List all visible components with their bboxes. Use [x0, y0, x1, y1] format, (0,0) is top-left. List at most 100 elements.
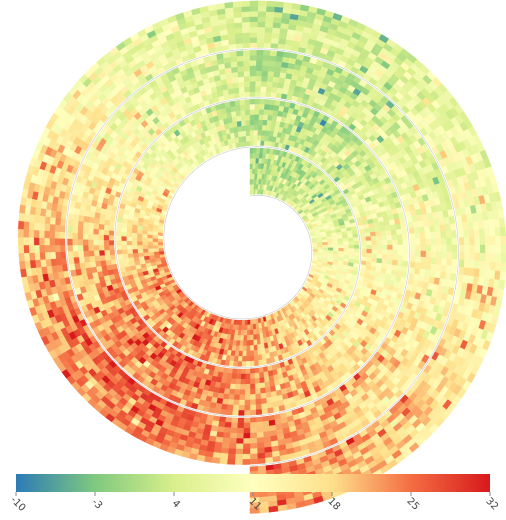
spiral-cell: [238, 81, 245, 88]
spiral-cell: [218, 415, 227, 423]
spiral-cell: [261, 408, 268, 415]
spiral-cell: [82, 221, 89, 229]
spiral-cell: [291, 3, 302, 11]
spiral-cell: [244, 378, 251, 385]
spiral-cell: [131, 236, 138, 242]
spiral-cell: [152, 244, 159, 249]
spiral-cell: [249, 37, 258, 43]
spiral-cell: [103, 239, 110, 246]
spiral-cell: [255, 80, 262, 87]
spiral-cell: [268, 60, 277, 67]
spiral-cell: [137, 252, 144, 257]
spiral-cell: [231, 417, 239, 424]
spiral-cell: [60, 211, 67, 220]
spiral-cell: [142, 244, 149, 249]
spiral-cell: [316, 239, 323, 243]
spiral-cell: [243, 60, 251, 67]
spiral-cell: [240, 368, 246, 375]
spiral-cell: [360, 236, 367, 242]
spiral-cell: [82, 233, 89, 240]
spiral-cell: [221, 442, 230, 449]
spiral-cell: [235, 438, 244, 444]
spiral-cell: [257, 452, 266, 460]
spiral-cell: [366, 252, 373, 259]
spiral-cell: [77, 238, 84, 246]
spiral-cell: [238, 394, 245, 401]
spiral-cell: [254, 372, 260, 379]
spiral-cell: [262, 54, 271, 61]
spiral-cell: [274, 60, 283, 68]
spiral-cell: [331, 235, 338, 240]
spiral-cell: [253, 147, 258, 154]
spiral-cell: [271, 32, 280, 39]
spiral-cell: [242, 438, 251, 444]
spiral-cell: [216, 426, 225, 433]
spiral-cell: [260, 86, 267, 93]
spiral-cell: [240, 373, 246, 380]
spiral-cell: [375, 235, 383, 241]
spiral-cell: [255, 403, 262, 411]
spiral-cell: [256, 42, 265, 49]
spiral-cell: [397, 255, 404, 262]
spiral-cell: [420, 250, 427, 258]
spiral-cell: [348, 248, 355, 253]
spiral-cell: [98, 239, 105, 246]
spiral-cell: [153, 251, 160, 256]
spiral-cell: [234, 32, 243, 39]
spiral-cell: [243, 70, 251, 77]
spiral-cell: [249, 404, 256, 411]
spiral-cell: [138, 255, 145, 261]
spiral-cell: [249, 448, 258, 455]
spiral-cell: [49, 216, 56, 225]
spiral-cell: [39, 215, 46, 224]
spiral-cell: [266, 6, 276, 13]
spiral-cell: [60, 251, 67, 259]
spiral-cell: [77, 244, 84, 252]
spiral-cell: [249, 11, 259, 17]
spiral-cell: [255, 75, 263, 82]
spiral-cell: [361, 248, 367, 254]
spiral-cell: [108, 239, 115, 246]
spiral-cell: [147, 237, 153, 242]
spiral-cell: [54, 231, 61, 239]
spiral-cell: [72, 238, 78, 246]
spiral-cell: [242, 21, 251, 28]
spiral-cell: [397, 249, 404, 256]
spiral-cell: [322, 242, 329, 246]
spiral-cell: [103, 244, 110, 251]
spiral-cell: [391, 234, 398, 241]
spiral-cell: [49, 244, 56, 253]
spiral-cell: [242, 345, 247, 352]
spiral-cell: [265, 11, 275, 18]
spiral-cell: [235, 110, 242, 117]
spiral-cell: [203, 455, 213, 463]
spiral-cell: [237, 125, 243, 133]
spiral-cell: [219, 452, 229, 460]
spiral-cell: [68, 257, 75, 265]
spiral-cell: [424, 232, 431, 240]
spiral-cell: [272, 76, 280, 83]
spiral-cell: [258, 0, 268, 7]
spiral-cell: [249, 345, 254, 352]
spiral-cell: [253, 355, 259, 362]
spiral-cell: [257, 359, 263, 366]
spiral-cell: [87, 227, 94, 235]
spiral-cell: [267, 70, 275, 77]
spiral-cell: [387, 254, 393, 261]
spiral-cell: [83, 215, 90, 223]
spiral-cell: [121, 249, 128, 255]
spiral-cell: [18, 252, 25, 262]
spiral-cell: [249, 21, 259, 28]
spiral-cell: [353, 240, 360, 246]
spiral-cell: [271, 81, 279, 88]
spiral-cell: [425, 250, 432, 258]
spiral-cell: [229, 383, 236, 390]
spiral-cell: [83, 250, 90, 257]
spiral-cell: [230, 378, 237, 385]
spiral-cell: [249, 119, 255, 126]
spiral-cell: [236, 427, 244, 434]
spiral-cell: [219, 408, 228, 416]
spiral-cell: [264, 98, 271, 105]
spiral-cell: [253, 129, 259, 136]
spiral-cell: [410, 250, 416, 257]
